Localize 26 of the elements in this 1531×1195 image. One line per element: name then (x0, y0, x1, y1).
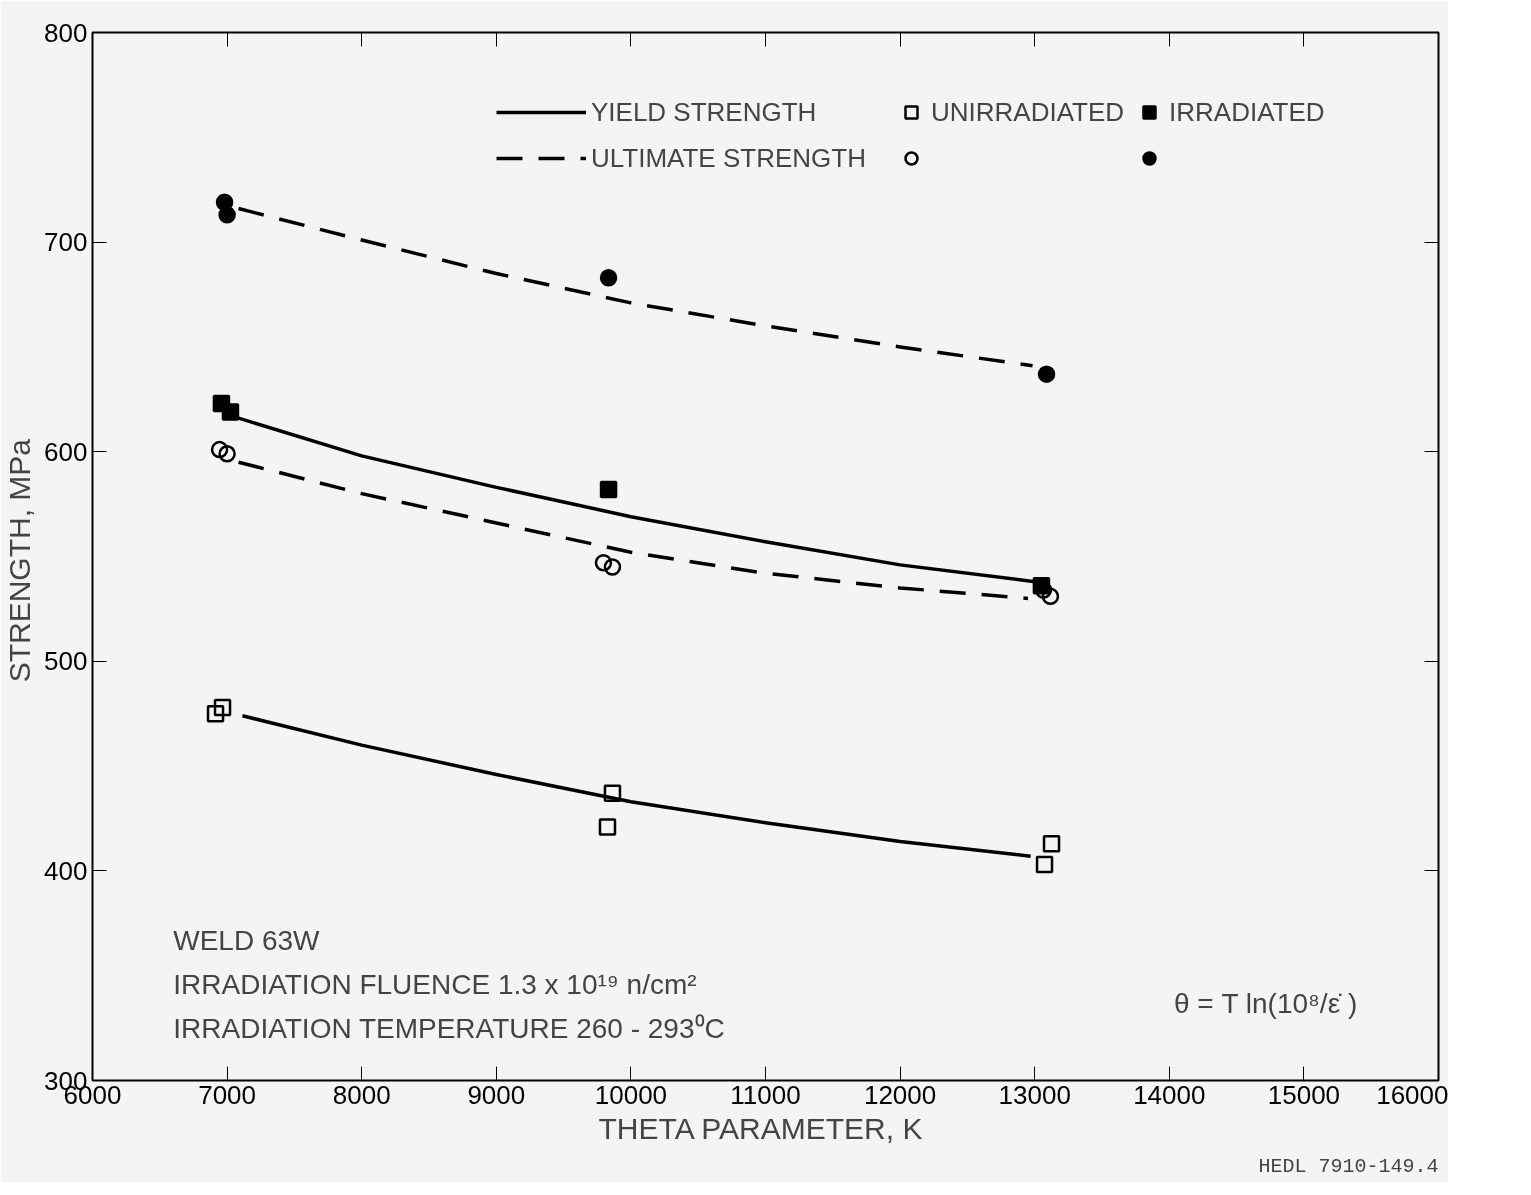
y-tick-label: 400 (44, 855, 88, 886)
y-tick-label: 700 (44, 227, 88, 258)
y-tick-label: 500 (44, 646, 88, 677)
x-tick-label: 15000 (1267, 1079, 1341, 1110)
y-tick-label: 600 (44, 436, 88, 467)
x-tick-label: 11000 (730, 1079, 801, 1110)
legend-label: ULTIMATE STRENGTH (591, 141, 866, 175)
x-tick-label: 9000 (467, 1079, 526, 1110)
x-axis-title: THETA PARAMETER, K (598, 1111, 923, 1145)
x-tick-label: 8000 (332, 1079, 391, 1110)
annotation: IRRADIATION FLUENCE 1.3 x 10¹⁹ n/cm² (173, 968, 697, 1000)
annotation: θ = T ln(10⁸/ε̇ ) (1173, 988, 1358, 1020)
x-tick-label: 7000 (198, 1079, 257, 1110)
legend-label: YIELD STRENGTH (591, 95, 817, 129)
x-tick-label: 14000 (1133, 1079, 1206, 1110)
x-tick-label: 13000 (998, 1079, 1071, 1110)
x-tick-label: 10000 (594, 1079, 668, 1110)
y-axis-title: STRENGTH, MPa (3, 438, 37, 683)
x-tick-label: 16000 (1376, 1079, 1449, 1110)
annotation: WELD 63W (173, 924, 321, 956)
text: HEDL 7910-149.4 (1258, 1154, 1439, 1178)
legend-label: IRRADIATED (1169, 95, 1325, 129)
annotation: IRRADIATION TEMPERATURE 260 - 293⁰C (173, 1012, 725, 1044)
legend-label: UNIRRADIATED (931, 95, 1125, 129)
y-tick-label: 800 (44, 17, 88, 48)
x-tick-label: 12000 (863, 1079, 937, 1110)
